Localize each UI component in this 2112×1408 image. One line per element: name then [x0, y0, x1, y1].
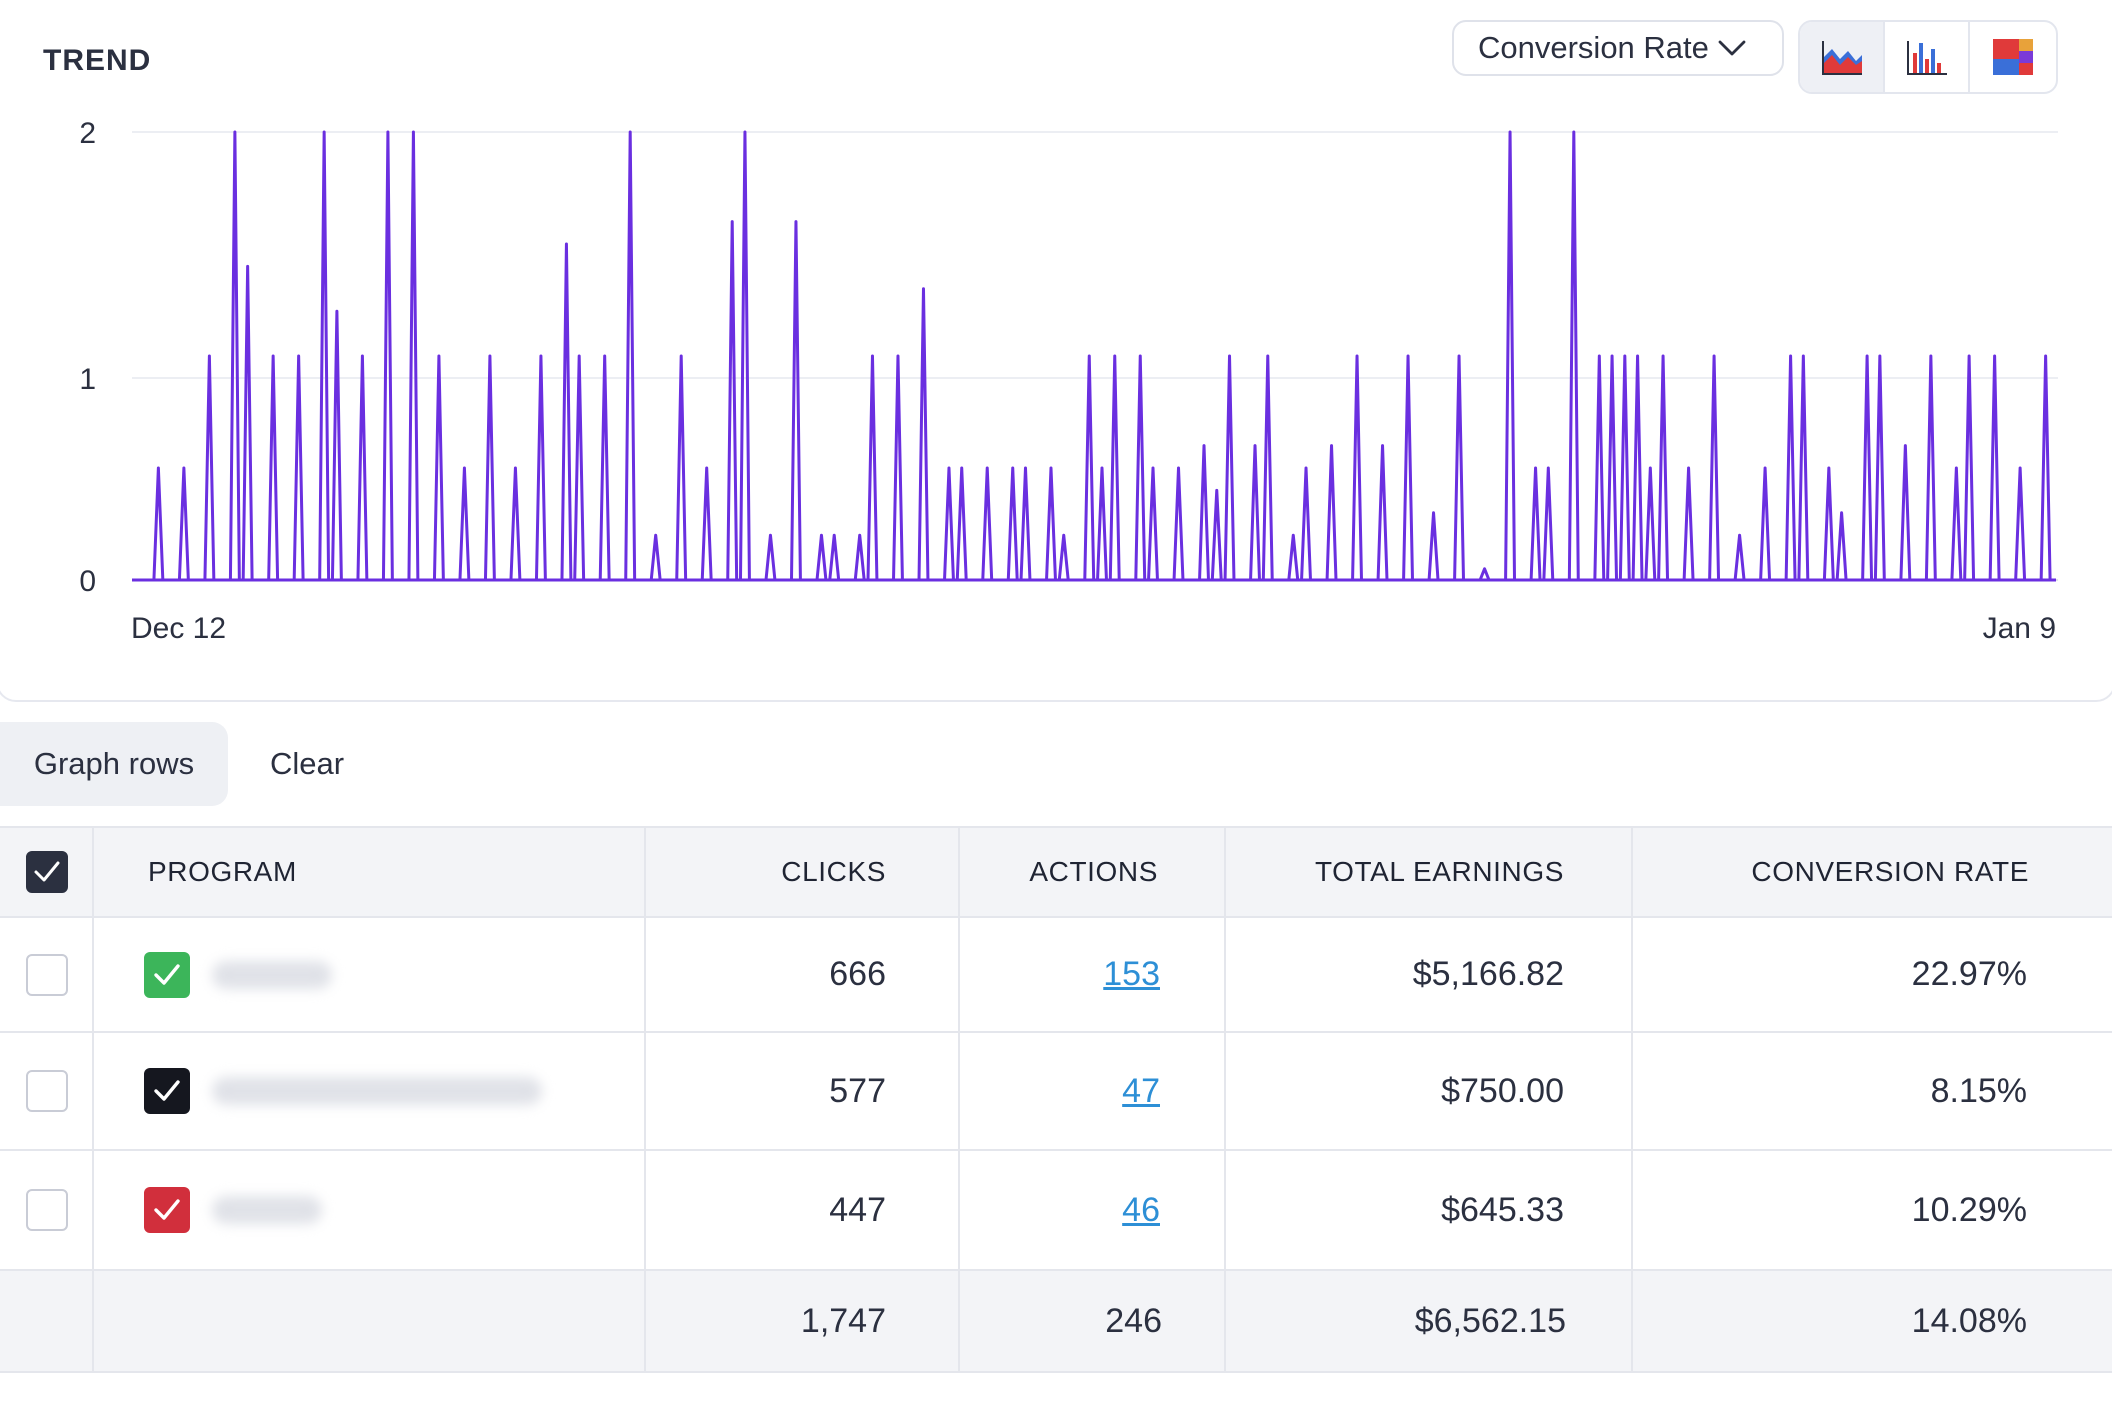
- header-actions[interactable]: ACTIONS: [1029, 856, 1158, 887]
- area-chart-icon: [1821, 41, 1862, 75]
- program-cell: [144, 1033, 542, 1149]
- program-cell: [144, 1151, 322, 1269]
- heatmap-button[interactable]: [1970, 22, 2055, 92]
- check-icon: [154, 1199, 180, 1220]
- metric-dropdown[interactable]: Conversion Rate: [1452, 20, 1784, 76]
- y-tick-label: 0: [79, 565, 96, 598]
- y-tick-label: 1: [79, 363, 96, 396]
- program-name-redacted: [212, 1196, 322, 1224]
- trend-chart: 2 1 0 Dec 12 Jan 9: [79, 117, 2058, 645]
- x-tick-label-end: Jan 9: [1983, 612, 2056, 645]
- check-icon: [154, 1080, 180, 1101]
- actions-link[interactable]: 153: [1103, 955, 1160, 993]
- clear-button[interactable]: Clear: [270, 746, 345, 781]
- program-name-redacted: [212, 1077, 542, 1105]
- header-program[interactable]: PROGRAM: [148, 856, 297, 887]
- trend-series: [132, 130, 2056, 582]
- actions-link[interactable]: 47: [1122, 1071, 1160, 1110]
- select-all-checkbox[interactable]: [26, 851, 68, 893]
- program-name-redacted: [212, 960, 332, 989]
- total-earnings: $6,562.15: [1414, 1301, 1566, 1340]
- area-chart-button[interactable]: [1800, 22, 1885, 92]
- series-color-swatch[interactable]: [144, 951, 190, 998]
- conversion-rate-value: 8.15%: [1930, 1071, 2027, 1110]
- x-tick-label-start: Dec 12: [131, 612, 226, 645]
- series-color-swatch[interactable]: [144, 1187, 190, 1233]
- bar-chart-button[interactable]: [1885, 22, 1970, 92]
- programs-table: PROGRAM CLICKS ACTIONS TOTAL EARNINGS CO…: [0, 826, 2112, 1373]
- clicks-value: 666: [829, 955, 886, 993]
- bar-chart-icon: [1906, 41, 1947, 75]
- row-select-checkbox[interactable]: [26, 953, 68, 996]
- header-clicks[interactable]: CLICKS: [781, 856, 886, 887]
- table-row: 577 47 $750.00 8.15%: [0, 1033, 2112, 1151]
- chevron-down-icon: [1718, 40, 1746, 56]
- header-total-earnings[interactable]: TOTAL EARNINGS: [1314, 856, 1564, 887]
- clicks-value: 447: [829, 1190, 886, 1229]
- earnings-value: $5,166.82: [1412, 955, 1564, 993]
- actions-link[interactable]: 46: [1122, 1190, 1160, 1229]
- row-select-checkbox[interactable]: [26, 1189, 68, 1231]
- chart-type-switcher: [1798, 20, 2058, 94]
- earnings-value: $750.00: [1441, 1071, 1564, 1110]
- total-clicks: 1,747: [800, 1301, 886, 1340]
- y-tick-label: 2: [79, 117, 96, 150]
- row-select-checkbox[interactable]: [26, 1070, 68, 1112]
- conversion-rate-series-line: [132, 130, 2056, 582]
- conversion-rate-value: 10.29%: [1911, 1190, 2027, 1229]
- heatmap-icon: [1992, 39, 2033, 75]
- check-icon: [34, 861, 60, 882]
- header-conversion-rate[interactable]: CONVERSION RATE: [1751, 856, 2029, 887]
- total-actions: 246: [1105, 1301, 1162, 1340]
- conversion-rate-value: 22.97%: [1911, 955, 2027, 993]
- metric-dropdown-label: Conversion Rate: [1478, 30, 1709, 65]
- table-row: 666 153 $5,166.82 22.97%: [0, 918, 2112, 1033]
- trend-card: [0, 0, 2112, 702]
- graph-rows-button[interactable]: Graph rows: [0, 722, 228, 806]
- series-color-swatch[interactable]: [144, 1068, 190, 1114]
- earnings-value: $645.33: [1441, 1190, 1564, 1229]
- table-row: 447 46 $645.33 10.29%: [0, 1151, 2112, 1271]
- program-cell: [144, 918, 332, 1031]
- trend-title: TREND: [43, 44, 152, 77]
- clicks-value: 577: [829, 1071, 886, 1110]
- table-header-row: PROGRAM CLICKS ACTIONS TOTAL EARNINGS CO…: [0, 826, 2112, 918]
- check-icon: [154, 963, 180, 985]
- total-conversion-rate: 14.08%: [1911, 1301, 2027, 1340]
- totals-row: 1,747 246 $6,562.15 14.08%: [0, 1271, 2112, 1373]
